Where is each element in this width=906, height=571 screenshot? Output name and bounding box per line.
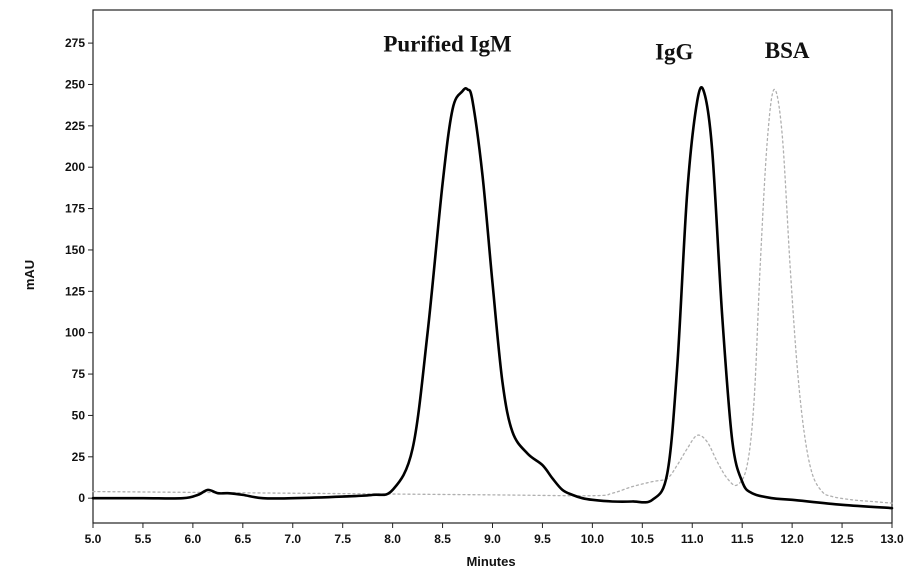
peak-label: Purified IgM xyxy=(383,31,512,56)
x-tick-label: 13.0 xyxy=(880,532,904,546)
x-tick-label: 6.5 xyxy=(234,532,251,546)
x-tick-label: 8.0 xyxy=(384,532,401,546)
x-tick-label: 11.0 xyxy=(681,532,704,546)
y-tick-label: 150 xyxy=(65,243,85,257)
x-tick-label: 5.5 xyxy=(135,532,152,546)
y-tick-label: 225 xyxy=(65,119,85,133)
peak-label: BSA xyxy=(765,38,810,63)
x-tick-label: 11.5 xyxy=(731,532,754,546)
y-tick-label: 250 xyxy=(65,77,85,91)
y-axis-title: mAU xyxy=(22,260,37,290)
x-axis: 5.0 5.5 6.0 6.5 7.0 7.5 8.0 8.5 9.0 9.5 10.0 10.5 11… xyxy=(85,523,904,546)
y-tick-label: 125 xyxy=(65,284,85,298)
y-axis: 0 25 50 75 100 125 150 175 200 225 250 275 xyxy=(65,36,93,505)
x-tick-label: 12.5 xyxy=(830,532,854,546)
y-tick-label: 200 xyxy=(65,160,85,174)
y-tick-label: 50 xyxy=(72,408,86,422)
x-axis-title: Minutes xyxy=(466,554,515,569)
peak-label: IgG xyxy=(655,40,693,65)
y-tick-label: 175 xyxy=(65,202,85,216)
x-tick-label: 10.5 xyxy=(631,532,655,546)
x-tick-label: 8.5 xyxy=(434,532,451,546)
series-group xyxy=(91,86,894,510)
y-tick-label: 275 xyxy=(65,36,85,50)
x-tick-label: 7.0 xyxy=(284,532,301,546)
x-tick-label: 12.0 xyxy=(780,532,804,546)
y-tick-label: 100 xyxy=(65,326,85,340)
y-tick-label: 75 xyxy=(72,367,86,381)
x-tick-label: 5.0 xyxy=(85,532,102,546)
y-tick-label: 25 xyxy=(72,450,86,464)
series-line-solid xyxy=(91,86,894,510)
x-tick-label: 7.5 xyxy=(334,532,351,546)
series-line-dashed xyxy=(92,88,893,504)
x-tick-label: 9.0 xyxy=(484,532,501,546)
y-tick-label: 0 xyxy=(78,491,85,505)
x-tick-label: 6.0 xyxy=(185,532,202,546)
plot-area-frame xyxy=(92,9,893,524)
peak-labels: Purified IgM IgG BSA xyxy=(383,31,810,64)
x-tick-label: 9.5 xyxy=(534,532,551,546)
x-tick-label: 10.0 xyxy=(581,532,605,546)
